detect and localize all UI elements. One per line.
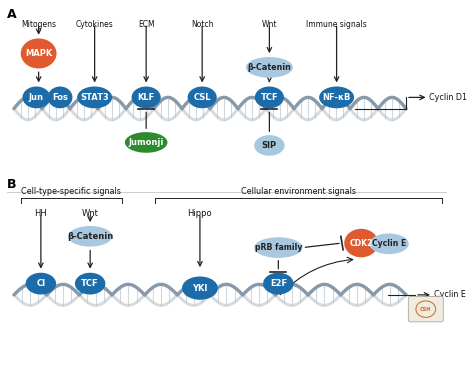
Text: Cl: Cl bbox=[36, 279, 46, 288]
Text: Hippo: Hippo bbox=[188, 209, 212, 218]
Text: Wnt: Wnt bbox=[82, 209, 99, 218]
FancyBboxPatch shape bbox=[408, 296, 443, 322]
Ellipse shape bbox=[132, 86, 161, 108]
Circle shape bbox=[344, 229, 378, 257]
Ellipse shape bbox=[77, 86, 112, 108]
Text: Fos: Fos bbox=[52, 93, 68, 102]
Ellipse shape bbox=[263, 273, 293, 295]
Text: E2F: E2F bbox=[270, 279, 287, 288]
Text: Cell-type-specific signals: Cell-type-specific signals bbox=[21, 187, 121, 196]
Text: B: B bbox=[7, 178, 17, 190]
Text: A: A bbox=[7, 8, 17, 21]
Ellipse shape bbox=[188, 86, 217, 108]
Text: SIP: SIP bbox=[262, 141, 277, 150]
Ellipse shape bbox=[254, 135, 284, 156]
Text: CDK2: CDK2 bbox=[349, 239, 373, 248]
Text: β-Catenin: β-Catenin bbox=[67, 232, 113, 241]
Ellipse shape bbox=[255, 86, 284, 108]
Text: ECM: ECM bbox=[138, 20, 155, 29]
Text: Jumonji: Jumonji bbox=[128, 138, 164, 147]
Text: TCF: TCF bbox=[82, 279, 99, 288]
Ellipse shape bbox=[22, 86, 50, 108]
Text: Wnt: Wnt bbox=[262, 20, 277, 29]
Ellipse shape bbox=[75, 273, 105, 295]
Text: Notch: Notch bbox=[191, 20, 213, 29]
Text: β-Catenin: β-Catenin bbox=[247, 63, 292, 72]
Ellipse shape bbox=[369, 234, 409, 254]
Text: Jun: Jun bbox=[29, 93, 44, 102]
Circle shape bbox=[21, 38, 56, 69]
Text: MAPK: MAPK bbox=[25, 49, 52, 58]
Text: TCF: TCF bbox=[261, 93, 278, 102]
Text: Mitogens: Mitogens bbox=[21, 20, 56, 29]
Ellipse shape bbox=[68, 226, 112, 247]
Ellipse shape bbox=[246, 57, 293, 78]
Text: NF-κB: NF-κB bbox=[322, 93, 351, 102]
Text: pRB family: pRB family bbox=[255, 243, 302, 252]
Text: HH: HH bbox=[35, 209, 47, 218]
Text: Cytokines: Cytokines bbox=[76, 20, 113, 29]
Text: Immune signals: Immune signals bbox=[306, 20, 367, 29]
Text: CSL: CSL bbox=[193, 93, 211, 102]
Text: KLF: KLF bbox=[137, 93, 155, 102]
Ellipse shape bbox=[319, 86, 354, 108]
Text: Cellular environment signals: Cellular environment signals bbox=[241, 187, 356, 196]
Text: YKI: YKI bbox=[192, 283, 208, 293]
Text: Cyclin E: Cyclin E bbox=[434, 290, 465, 299]
Text: CSH: CSH bbox=[420, 307, 431, 312]
Text: Cyclin E: Cyclin E bbox=[372, 239, 406, 248]
Ellipse shape bbox=[125, 132, 167, 153]
Text: STAT3: STAT3 bbox=[80, 93, 109, 102]
Text: Cyclin D1: Cyclin D1 bbox=[429, 93, 467, 102]
Ellipse shape bbox=[182, 277, 218, 300]
Ellipse shape bbox=[26, 273, 56, 295]
Ellipse shape bbox=[48, 86, 73, 108]
Ellipse shape bbox=[254, 237, 302, 258]
